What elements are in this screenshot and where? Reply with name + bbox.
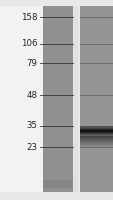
Bar: [43, 180, 72, 188]
Text: 158: 158: [21, 12, 37, 21]
Bar: [0, 6, 43, 192]
Text: 48: 48: [26, 90, 37, 99]
Text: 79: 79: [27, 58, 37, 68]
Bar: [43, 6, 72, 192]
Text: 35: 35: [26, 121, 37, 130]
Text: 23: 23: [26, 142, 37, 152]
Bar: [73, 6, 77, 192]
Bar: [79, 6, 113, 192]
Text: 106: 106: [21, 40, 37, 48]
